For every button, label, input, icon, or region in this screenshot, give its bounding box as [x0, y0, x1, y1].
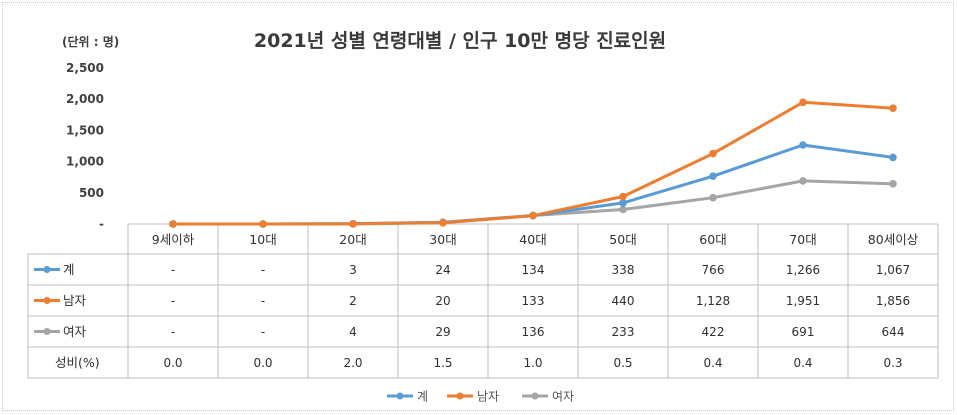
category-label: 9세이하: [152, 232, 195, 247]
table-cell: 0.5: [613, 356, 632, 370]
legend-key-marker: [396, 392, 404, 400]
row-series-label: 남자: [63, 293, 87, 308]
chart-title: 2021년 성별 연령대별 / 인구 10만 명당 진료인원: [254, 30, 666, 52]
row-ratio-label: 성비(%): [55, 355, 100, 370]
data-point: [439, 219, 447, 227]
table-cell: 134: [522, 263, 545, 277]
data-point: [169, 220, 177, 228]
chart-frame: [2, 2, 954, 411]
table-cell: 1.5: [433, 356, 452, 370]
legend-key-marker: [456, 392, 464, 400]
data-point: [709, 172, 717, 180]
row-legend-key-marker: [43, 297, 51, 304]
table-cell: 0.3: [883, 356, 902, 370]
data-point: [529, 211, 537, 220]
category-label: 70대: [789, 232, 816, 247]
table-cell: 644: [882, 325, 905, 339]
table-cell: 0.0: [253, 356, 272, 370]
legend-key-marker: [531, 392, 539, 400]
category-label: 50대: [609, 232, 636, 247]
table-cell: -: [261, 263, 265, 277]
unit-label: (단위 : 명): [62, 34, 119, 49]
table-cell: 422: [702, 325, 725, 339]
data-point: [709, 149, 717, 158]
y-tick-label: 2,000: [66, 92, 104, 106]
category-label: 40대: [519, 232, 546, 247]
table-cell: -: [171, 325, 175, 339]
data-point: [889, 153, 897, 162]
table-cell: 2.0: [343, 356, 362, 370]
table-cell: 766: [702, 263, 725, 277]
legend-label: 여자: [552, 390, 574, 404]
table-cell: -: [261, 325, 265, 339]
data-point: [709, 193, 717, 202]
row-legend-key-marker: [43, 266, 51, 273]
table-cell: 1,856: [876, 294, 910, 308]
table-cell: 133: [522, 294, 545, 308]
data-point: [889, 104, 897, 112]
legend-label: 계: [417, 390, 428, 404]
table-cell: 29: [435, 325, 450, 339]
category-label: 30대: [429, 232, 456, 247]
data-point: [619, 199, 627, 207]
data-point: [799, 177, 807, 185]
y-tick-label: 500: [79, 186, 104, 200]
table-cell: 1,951: [786, 294, 820, 308]
table-cell: 0.4: [793, 356, 812, 370]
table-cell: 24: [435, 263, 450, 277]
series-line-남자: [171, 100, 895, 226]
table-cell: 0.0: [163, 356, 182, 370]
table-cell: 0.4: [703, 356, 722, 370]
row-series-label: 계: [63, 262, 75, 277]
table-cell: 1,266: [786, 263, 820, 277]
table-cell: -: [171, 263, 175, 277]
y-tick-label: 2,500: [66, 61, 104, 75]
table-cell: 136: [522, 325, 545, 339]
table-cell: 338: [612, 263, 635, 277]
table-cell: 691: [792, 325, 815, 339]
table-cell: 3: [349, 263, 357, 277]
table-cell: 1.0: [523, 356, 542, 370]
table-cell: 20: [435, 294, 450, 308]
category-label: 20대: [339, 232, 366, 247]
category-label: 10대: [249, 232, 276, 247]
data-point: [889, 180, 897, 188]
legend-label: 남자: [477, 390, 499, 404]
data-point: [259, 220, 267, 228]
y-tick-label: 1,000: [66, 155, 104, 169]
category-label: 80세이상: [868, 232, 919, 247]
data-point: [799, 98, 807, 107]
data-point: [799, 141, 807, 149]
table-cell: 4: [349, 325, 357, 339]
data-point: [349, 220, 357, 228]
row-series-label: 여자: [63, 324, 87, 339]
category-label: 60대: [699, 232, 726, 247]
y-tick-label: 1,500: [66, 123, 104, 137]
table-cell: 440: [612, 294, 635, 308]
table-cell: 233: [612, 325, 635, 339]
y-tick-label: -: [99, 217, 104, 231]
row-legend-key-marker: [43, 328, 51, 335]
table-cell: 1,128: [696, 294, 730, 308]
table-cell: -: [261, 294, 265, 308]
table-cell: 2: [349, 294, 357, 308]
table-cell: -: [171, 294, 175, 308]
data-point: [619, 192, 627, 201]
data-point: [619, 205, 627, 214]
table-cell: 1,067: [876, 263, 910, 277]
